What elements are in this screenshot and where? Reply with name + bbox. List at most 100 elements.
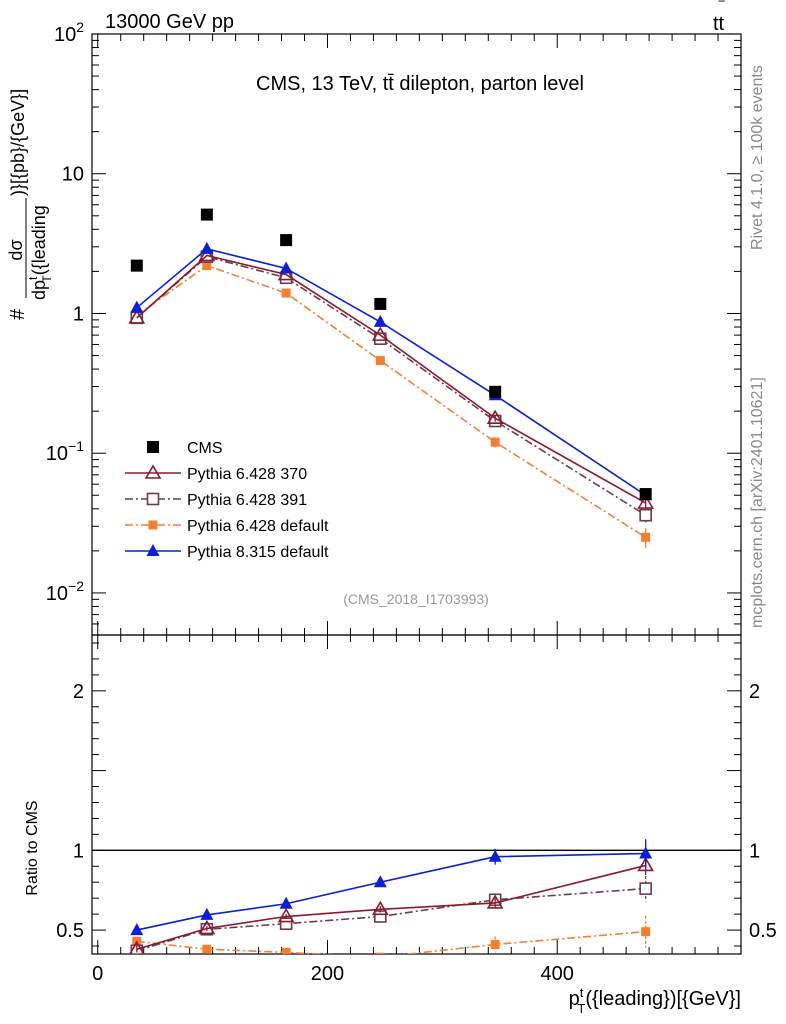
upper-y-tick-exp: 2 (76, 19, 84, 35)
legend-entry-p6_default: Pythia 6.428 default (125, 518, 329, 535)
ratio-y-tick-label-right: 2 (749, 681, 760, 703)
data-point-p6_370 (486, 409, 504, 425)
chart-title: CMS, 13 TeV, tt̄ dilepton, parton level (256, 73, 584, 95)
series-line-p8_default (136, 247, 647, 496)
upper-y-tick-exp: −2 (68, 578, 84, 594)
upper-y-tick-base: 10 (46, 443, 68, 465)
legend-marker-p6_default (148, 520, 158, 530)
upper-y-tick-label: 102 (54, 19, 84, 46)
ratio-y-tick-label-right: 1 (749, 840, 760, 862)
data-point-p6_370 (637, 494, 655, 509)
data-point-p8_default (130, 300, 144, 313)
xlabel-sup: t (580, 985, 584, 1000)
ratio-point-p6_default (202, 944, 212, 954)
upper-ylabel-prefix: # (7, 308, 29, 320)
data-point-p6_default (202, 261, 212, 271)
ratio-point-p6_370 (371, 900, 389, 916)
x-axis-label: pt T({leading})[{GeV}] (569, 985, 741, 1016)
analysis-tag: (CMS_2018_I1703993) (343, 591, 489, 607)
ratio-y-tick-label-right: 0.5 (749, 920, 777, 942)
legend-label-cms: CMS (187, 440, 223, 457)
upper-ylabel-den-rest: ({leading (29, 205, 49, 275)
data-point-p6_370 (277, 265, 295, 281)
ratio-y-tick-label-left: 1 (73, 840, 84, 862)
upper-ylabel-den-sub: T (40, 275, 54, 283)
ratio-point-p6_391 (279, 917, 293, 930)
ratio-point-p6_391 (639, 882, 652, 895)
upper-ylabel-den: dptT({leading (26, 205, 54, 300)
upper-y-tick-label: 10 (62, 164, 84, 186)
xlabel-sub: T (577, 1001, 585, 1016)
ratio-line-p8_default (136, 852, 646, 931)
legend-entry-cms: CMS (147, 440, 223, 457)
data-point-cms (489, 385, 502, 398)
ratio-series-p8_default (130, 839, 653, 936)
legend-label-p6_370: Pythia 6.428 370 (187, 466, 307, 483)
upper-y-tick-label: 10−2 (46, 578, 84, 605)
xlabel-main: p (569, 988, 580, 1010)
series-p6_370 (128, 246, 655, 509)
legend-marker-cms (147, 441, 159, 453)
data-point-cms (200, 208, 213, 221)
ratio-line-p6_391 (136, 887, 646, 952)
legend: CMS Pythia 6.428 370 Pythia 6.428 391 Pythi… (125, 440, 329, 561)
legend-label-p6_default: Pythia 6.428 default (187, 518, 329, 535)
rivet-version-label: Rivet 4.1.0, ≥ 100k events (749, 65, 766, 250)
ratio-point-p8_default (488, 849, 502, 862)
ratio-point-p6_370 (198, 919, 216, 935)
ratio-y-tick-label-left: 0.5 (56, 920, 84, 942)
series-p8_default (130, 241, 653, 501)
ratio-series-p6_default (132, 915, 651, 954)
ratio-point-p8_default (279, 896, 293, 909)
upper-ylabel-suffix: )}[{pb}/{GeV}] (8, 89, 28, 196)
upper-plot-series (128, 208, 655, 548)
legend-label-p8_default: Pythia 8.315 default (187, 544, 329, 561)
data-point-p6_391 (639, 508, 652, 522)
upper-y-tick-label: 10−1 (46, 438, 84, 465)
ratio-y-tick-label-left: 2 (73, 681, 84, 703)
series-line-p6_default (136, 264, 647, 539)
ratio-point-p8_default (639, 846, 653, 859)
ratio-plot-series (128, 839, 655, 954)
ratio-y-axis-label: Ratio to CMS (24, 800, 41, 895)
data-point-p8_default (373, 314, 387, 327)
series-cms (130, 208, 652, 501)
legend-entry-p6_391: Pythia 6.428 391 (125, 492, 307, 509)
upper-ylabel-num: dσ (6, 239, 26, 260)
upper-ylabel-den-sup: t (26, 276, 40, 280)
upper-y-axis-label: # dσ dptT({leading )}[{pb}/{GeV}] (6, 89, 54, 320)
data-point-p6_default (375, 356, 385, 366)
ratio-point-p6_default (490, 939, 500, 949)
ratio-point-p6_370 (277, 907, 295, 923)
data-point-p8_default (279, 261, 293, 274)
data-point-p6_default (641, 532, 651, 542)
ratio-point-p8_default (130, 923, 144, 936)
upper-y-tick-label: 1 (73, 303, 84, 325)
x-tick-label: 400 (541, 963, 574, 985)
data-point-p8_default (200, 241, 214, 254)
xlabel-rest: ({leading})[{GeV}] (585, 988, 741, 1010)
legend-entry-p6_370: Pythia 6.428 370 (125, 464, 307, 483)
upper-y-tick-base: 1 (73, 303, 84, 325)
legend-marker-p6_370 (144, 464, 162, 479)
header-collision-label: 13000 GeV pp (105, 11, 234, 33)
data-point-cms (639, 488, 652, 501)
ratio-point-p6_default (641, 927, 651, 937)
x-tick-label: 200 (311, 963, 344, 985)
ratio-point-p6_370 (637, 856, 655, 872)
data-point-p6_370 (198, 246, 216, 262)
mcplots-source-label: mcplots.cern.ch [arXiv:2401.10621] (749, 377, 766, 628)
series-line-p6_391 (136, 255, 647, 516)
ratio-point-p6_391 (374, 910, 387, 923)
legend-marker-p8_default (146, 544, 160, 556)
ratio-point-p6_370 (128, 940, 145, 954)
ratio-plot-axes: 0.5 0.5 1 1 2 2 0 200 400 (56, 634, 777, 985)
ratio-plot-frame (91, 634, 742, 955)
ratio-point-p6_370 (486, 894, 504, 909)
legend-marker-p6_391 (146, 492, 160, 506)
ratio-point-p6_default (281, 947, 291, 954)
upper-ylabel-den-main: dp (29, 280, 49, 300)
upper-y-tick-base: 10 (54, 24, 76, 46)
